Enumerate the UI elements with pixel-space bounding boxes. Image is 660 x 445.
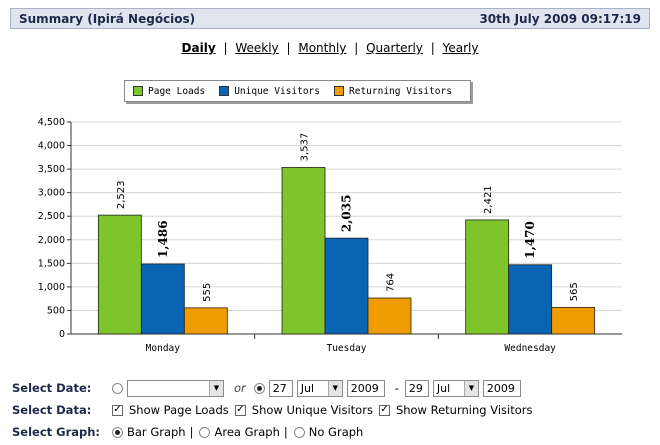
- legend-swatch-returning-visitors: [334, 86, 344, 96]
- preset-date-select[interactable]: ▼: [127, 379, 224, 397]
- period-nav: Daily | Weekly | Monthly | Quarterly | Y…: [0, 41, 660, 55]
- bar-value-label: 1,470: [523, 221, 537, 259]
- period-daily-link[interactable]: Daily: [181, 41, 216, 55]
- bar-value-label: 3,537: [300, 133, 311, 162]
- bar-value-label: 1,486: [156, 220, 170, 258]
- y-tick-label: 3,000: [38, 188, 65, 199]
- date-range-radio[interactable]: [253, 382, 265, 394]
- from-day-input[interactable]: 27: [268, 379, 293, 397]
- bar-value-label: 2,035: [340, 195, 354, 233]
- legend-item-page-loads: Page Loads: [133, 86, 205, 97]
- chevron-down-icon: ▼: [209, 380, 223, 396]
- legend-label-page-loads: Page Loads: [148, 85, 206, 97]
- legend-swatch-page-loads: [133, 86, 143, 96]
- period-quarterly-link[interactable]: Quarterly: [366, 41, 423, 55]
- from-year-input[interactable]: 2009: [346, 379, 385, 397]
- y-tick-label: 3,500: [38, 164, 65, 175]
- bar-value-label: 555: [202, 283, 213, 302]
- y-tick-label: 1,000: [38, 282, 65, 293]
- bar-value-label: 2,523: [116, 180, 127, 209]
- legend-item-returning-visitors: Returning Visitors: [334, 86, 452, 97]
- y-tick-label: 0: [59, 329, 65, 340]
- bar-returning-visitors: [183, 307, 228, 335]
- bar-graph-label: Bar Graph: [127, 425, 186, 439]
- select-date-label: Select Date:: [12, 381, 92, 395]
- no-graph-radio[interactable]: [293, 426, 305, 438]
- period-weekly-link[interactable]: Weekly: [235, 41, 279, 55]
- period-monthly-link[interactable]: Monthly: [298, 41, 347, 55]
- bar-page-loads: [281, 166, 326, 335]
- period-separator: |: [354, 41, 359, 55]
- summary-header: Summary (Ipirá Negócios) 30th July 2009 …: [10, 8, 650, 29]
- bar-unique-visitors: [324, 237, 369, 335]
- from-month-value: Jul: [300, 381, 315, 395]
- y-tick-label: 2,000: [38, 235, 65, 246]
- from-month-select[interactable]: Jul ▼: [296, 379, 343, 397]
- select-graph-row: Select Graph: Bar Graph | Area Graph | N…: [12, 421, 652, 443]
- show-page-loads-checkbox[interactable]: ✓: [112, 404, 123, 416]
- bar-unique-visitors: [140, 263, 185, 335]
- period-separator: |: [430, 41, 435, 55]
- visitor-bar-chart: 0 500 1,000 1,500 2,000 2,500 3,000 3,500 4,000 4…: [38, 117, 622, 354]
- legend-label-returning-visitors: Returning Visitors: [349, 85, 452, 97]
- x-tick-label: Wednesday: [504, 343, 556, 354]
- chart-legend: Page Loads Unique Visitors Returning Vis…: [124, 80, 471, 102]
- bar-returning-visitors: [551, 306, 596, 335]
- bar-page-loads: [97, 214, 142, 335]
- graph-option-separator: |: [189, 425, 194, 439]
- bar-graph-radio[interactable]: [112, 426, 123, 438]
- summary-datetime: 30th July 2009 09:17:19: [479, 11, 641, 26]
- bar-unique-visitors: [508, 264, 553, 335]
- legend-swatch-unique-visitors: [219, 86, 230, 96]
- area-graph-label: Area Graph: [214, 425, 280, 439]
- graph-option-separator: |: [283, 425, 288, 439]
- select-data-row: Select Data: ✓ Show Page Loads ✓ Show Un…: [12, 399, 652, 421]
- show-unique-visitors-label: Show Unique Visitors: [251, 403, 373, 417]
- x-tick-label: Tuesday: [326, 343, 366, 354]
- y-tick-label: 1,500: [38, 258, 65, 269]
- to-month-value: Jul: [436, 381, 451, 395]
- bar-value-label: 565: [569, 282, 580, 301]
- legend-label-unique-visitors: Unique Visitors: [234, 85, 320, 97]
- to-month-select[interactable]: Jul ▼: [432, 379, 479, 397]
- bar-returning-visitors: [367, 297, 412, 335]
- summary-title: Summary (Ipirá Negócios): [19, 11, 196, 26]
- chevron-down-icon: ▼: [327, 380, 342, 396]
- show-returning-visitors-checkbox[interactable]: ✓: [378, 404, 390, 416]
- no-graph-label: No Graph: [308, 425, 364, 439]
- period-separator: |: [286, 41, 291, 55]
- chevron-down-icon: ▼: [463, 380, 478, 396]
- to-day-input[interactable]: 29: [404, 379, 429, 397]
- y-tick-label: 4,000: [38, 141, 65, 152]
- bar-value-label: 764: [386, 273, 397, 292]
- date-range-dash: -: [394, 381, 399, 395]
- chart-controls: Select Date: ▼ or 27 Jul ▼ 2009 - 29 Jul…: [12, 377, 652, 443]
- area-graph-radio[interactable]: [199, 426, 211, 438]
- select-graph-label: Select Graph:: [12, 425, 101, 439]
- y-tick-label: 500: [47, 305, 65, 316]
- to-year-input[interactable]: 2009: [482, 379, 521, 397]
- or-label: or: [234, 381, 246, 395]
- y-tick-label: 2,500: [38, 211, 65, 222]
- y-tick-label: 4,500: [38, 117, 65, 128]
- period-separator: |: [223, 41, 228, 55]
- x-tick-label: Monday: [146, 343, 181, 354]
- show-unique-visitors-checkbox[interactable]: ✓: [234, 404, 246, 416]
- select-data-label: Select Data:: [12, 403, 92, 417]
- preset-date-radio[interactable]: [112, 382, 123, 394]
- show-page-loads-label: Show Page Loads: [129, 403, 229, 417]
- period-yearly-link[interactable]: Yearly: [442, 41, 479, 55]
- show-returning-visitors-label: Show Returning Visitors: [395, 403, 533, 417]
- bar-page-loads: [465, 219, 510, 335]
- bar-value-label: 2,421: [483, 185, 494, 214]
- legend-item-unique-visitors: Unique Visitors: [219, 86, 320, 97]
- select-date-row: Select Date: ▼ or 27 Jul ▼ 2009 - 29 Jul…: [12, 377, 652, 399]
